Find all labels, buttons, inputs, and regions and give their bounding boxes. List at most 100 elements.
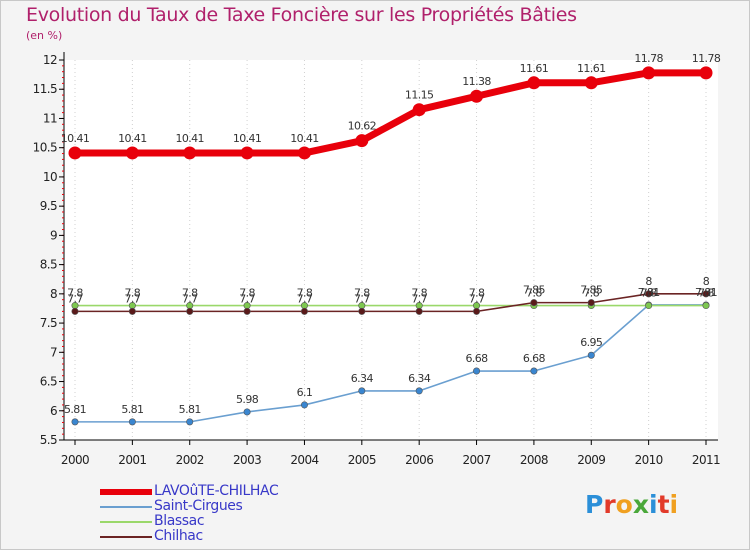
y-minor-tick (62, 363, 64, 365)
logo-letter: P (585, 490, 604, 519)
gridlines (64, 60, 718, 440)
legend-label: Chilhac (154, 528, 203, 544)
data-label: 10.62 (348, 120, 377, 133)
logo-letter: t (657, 490, 670, 519)
data-labels: 5.81 5.81 5.81 5.98 6.1 6.34 6.34 6.68 6.68 6.95 7… (61, 52, 722, 416)
y-tick-label: 10.5 (33, 141, 57, 155)
y-minor-tick (62, 328, 64, 330)
y-minor-tick (62, 281, 64, 283)
data-label: 7.8 (469, 287, 485, 300)
x-tick-label: 2010 (635, 453, 663, 467)
data-label: 7.8 (583, 287, 599, 300)
data-point (473, 367, 481, 375)
data-label: 7.8 (526, 287, 542, 300)
data-point (642, 66, 656, 80)
y-minor-tick (62, 375, 64, 377)
data-point (473, 307, 481, 315)
data-point (297, 146, 311, 160)
data-point (125, 146, 139, 160)
series-line-1 (75, 304, 706, 423)
data-point (183, 146, 197, 160)
proxiti-logo: Proxiti (585, 490, 678, 519)
legend: LAVOûTE-CHILHAC Saint-Cirgues Blassac Ch… (100, 483, 360, 544)
data-point (412, 103, 426, 117)
y-minor-tick (62, 246, 64, 248)
legend-swatch (100, 489, 152, 495)
data-point (355, 134, 369, 148)
y-minor-tick (62, 71, 64, 73)
x-tick-label: 2006 (405, 453, 433, 467)
data-point (71, 307, 79, 315)
x-tick-label: 2001 (118, 453, 146, 467)
data-label: 6.68 (523, 352, 546, 365)
y-tick-label: 9 (50, 228, 57, 242)
y-tick-label: 6 (50, 404, 57, 418)
data-label: 10.41 (175, 132, 204, 145)
data-label: 11.78 (692, 52, 721, 65)
data-label: 7.81 (695, 286, 717, 299)
data-label: 7.81 (638, 286, 660, 299)
data-label: 7.7 (354, 292, 370, 305)
axes: 5.5 6 6.5 7 7.5 8 8.5 9 9.5 10 10.5 11 11.5 12 2000 200… (33, 52, 721, 467)
y-minor-tick (62, 287, 64, 289)
y-minor-tick (62, 164, 64, 166)
data-label: 7.7 (297, 292, 313, 305)
data-point (530, 367, 538, 375)
y-minor-tick (62, 427, 64, 429)
x-tick-label: 2007 (462, 453, 490, 467)
x-tick-label: 2004 (290, 453, 318, 467)
x-tick-label: 2000 (61, 453, 89, 467)
y-minor-tick (62, 182, 64, 184)
y-minor-tick (62, 170, 64, 172)
y-minor-tick (62, 258, 64, 260)
y-minor-tick (62, 94, 64, 96)
data-point (186, 307, 194, 315)
data-label: 6.34 (408, 372, 431, 385)
data-label: 7.7 (411, 292, 427, 305)
legend-swatch (100, 506, 152, 508)
y-minor-tick (62, 158, 64, 160)
x-tick-label: 2008 (520, 453, 548, 467)
data-point (68, 146, 82, 160)
legend-label: Blassac (154, 513, 205, 529)
data-point (645, 302, 653, 310)
y-tick-label: 8.5 (40, 258, 57, 272)
y-minor-tick (62, 135, 64, 137)
data-label: 7.7 (67, 292, 83, 305)
y-tick-label: 5.5 (40, 433, 57, 447)
x-tick-label: 2003 (233, 453, 261, 467)
y-minor-tick (62, 106, 64, 108)
y-minor-tick (62, 211, 64, 213)
y-minor-tick (62, 416, 64, 418)
data-label: 11.78 (634, 52, 663, 65)
y-tick-label: 6.5 (40, 375, 57, 389)
series-line-3 (75, 293, 706, 313)
legend-swatch (100, 521, 152, 523)
chart-title: Evolution du Taux de Taxe Foncière sur l… (26, 4, 577, 26)
data-label: 7.8 (182, 287, 198, 300)
y-minor-tick (62, 223, 64, 225)
data-point (702, 290, 710, 298)
y-minor-tick (62, 112, 64, 114)
y-minor-tick (62, 217, 64, 219)
y-minor-tick (62, 275, 64, 277)
data-point (240, 146, 254, 160)
logo-letter: o (615, 490, 633, 519)
data-label: 6.95 (580, 336, 603, 349)
y-minor-tick (62, 392, 64, 394)
y-minor-tick (62, 188, 64, 190)
y-tick-label: 7 (50, 345, 57, 359)
data-point (71, 418, 79, 426)
data-label: 7.8 (641, 287, 657, 300)
x-tick-label: 2005 (348, 453, 376, 467)
y-tick-label: 8 (50, 287, 57, 301)
y-tick-label: 9.5 (40, 199, 57, 213)
logo-letter: r (603, 490, 616, 519)
data-label: 11.61 (577, 62, 606, 75)
data-label: 6.68 (465, 352, 488, 365)
y-minor-tick (62, 100, 64, 102)
y-minor-tick (62, 310, 64, 312)
data-label: 6.34 (351, 372, 374, 385)
y-minor-tick (62, 316, 64, 318)
